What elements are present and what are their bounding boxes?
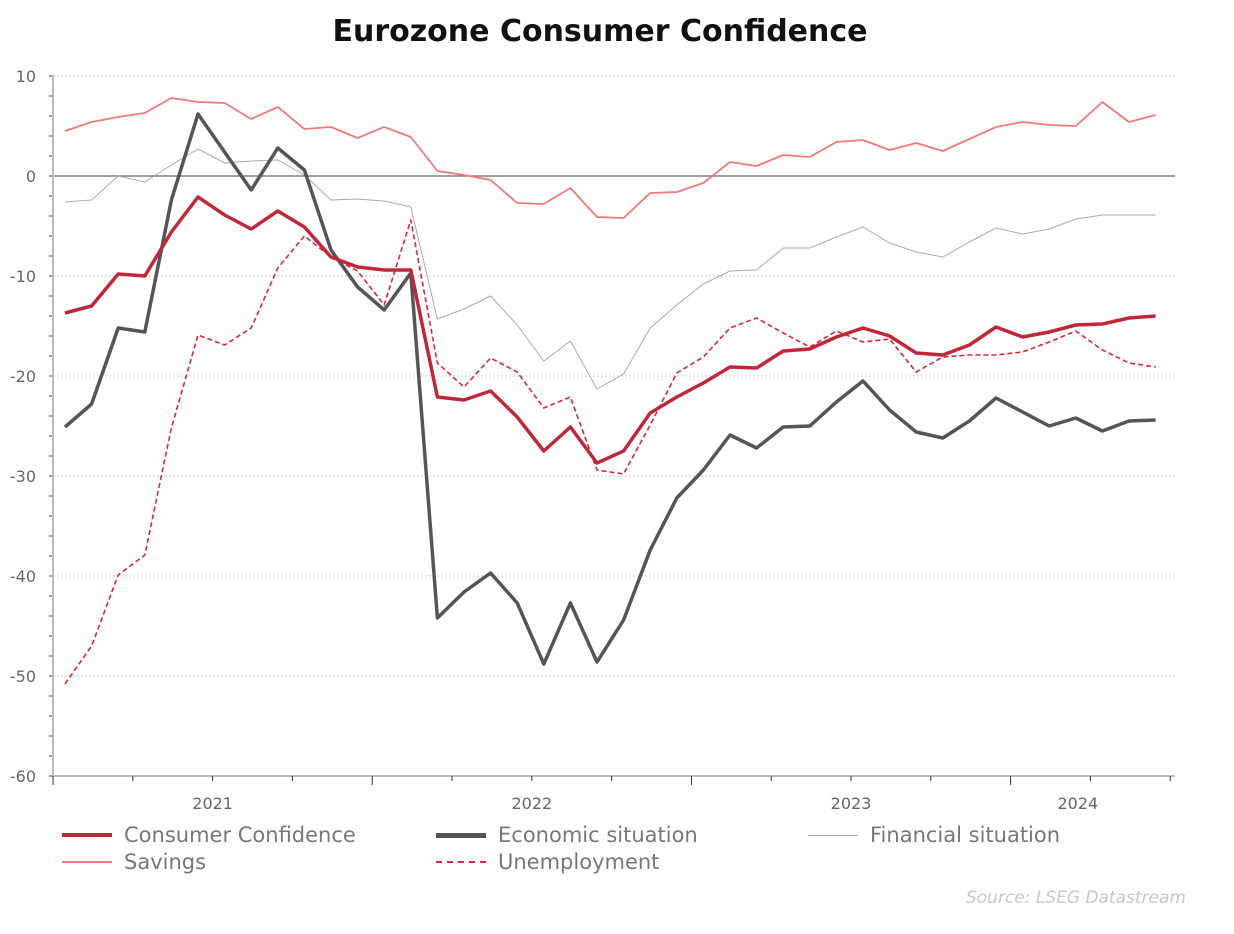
legend-swatch	[436, 861, 486, 863]
x-tick-label: 2023	[831, 794, 872, 813]
legend-item-savings: Savings	[62, 849, 206, 875]
legend-swatch	[436, 832, 486, 838]
legend-item-consumer-confidence: Consumer Confidence	[62, 822, 356, 848]
legend-label: Savings	[124, 850, 207, 874]
y-tick-label: -30	[10, 467, 36, 486]
x-tick-label: 2024	[1057, 794, 1098, 813]
series-line-unemployment	[64, 219, 1156, 685]
series-line-savings	[64, 97, 1156, 219]
legend-swatch	[62, 861, 112, 863]
series-line-consumer-confidence	[64, 195, 1156, 465]
series-line-financial-situation	[64, 148, 1156, 390]
gridlines	[53, 75, 1175, 677]
y-tick-label: -20	[10, 367, 36, 386]
legend-label: Unemployment	[498, 850, 660, 874]
legend-swatch	[808, 834, 858, 836]
series-line-economic-situation	[63, 112, 1156, 666]
x-tick-label: 2021	[192, 794, 233, 813]
y-tick-label: 10	[16, 67, 36, 86]
y-tick-label: -50	[10, 667, 36, 686]
legend-item-economic-situation: Economic situation	[436, 822, 698, 848]
y-tick-label: -40	[10, 567, 36, 586]
legend-swatch	[62, 833, 112, 837]
x-tick-label: 2022	[511, 794, 552, 813]
axes: 10 0 -10 -20 -30 -40 -50 -60 2021 2022 2023 2024	[10, 67, 1175, 813]
source-note: Source: LSEG Datastream	[965, 888, 1186, 908]
chart-title: Eurozone Consumer Confidence	[332, 14, 868, 49]
y-tick-label: -10	[10, 267, 36, 286]
legend-label: Financial situation	[870, 823, 1061, 847]
series-lines	[63, 97, 1156, 685]
legend-label: Consumer Confidence	[124, 823, 356, 847]
legend-item-financial-situation: Financial situation	[808, 822, 1060, 848]
legend-item-unemployment: Unemployment	[436, 849, 659, 875]
y-tick-label: -60	[10, 767, 36, 786]
legend-label: Economic situation	[498, 823, 698, 847]
y-tick-label: 0	[26, 167, 36, 186]
